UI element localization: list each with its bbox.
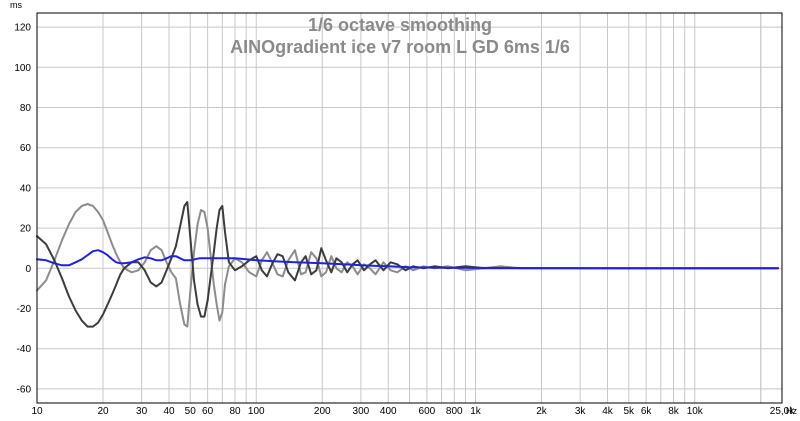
x-tick-label: 6k [641,406,653,417]
x-tick-label: 8k [668,406,680,417]
y-tick-label: 0 [25,264,31,275]
chart-title: 1/6 octave smoothing [308,15,492,35]
grid-vertical-lines [102,13,762,403]
x-tick-label: 30 [136,406,148,417]
series-line-3 [36,249,780,270]
x-tick-label: 100 [248,406,265,417]
y-tick-label: -40 [17,344,32,355]
x-tick-label: 20 [97,406,109,417]
x-tick-label: 80 [229,406,241,417]
x-tick-label: 4k [602,406,614,417]
series-layer [36,201,780,328]
y-axis-unit-label: ms [10,0,22,10]
x-axis-unit-label: Hz [786,406,797,416]
x-tick-label: 40 [163,406,175,417]
x-tick-label: 25,0k [770,406,795,417]
x-tick-label: 1k [470,406,482,417]
y-tick-label: 20 [20,224,32,235]
x-tick-label: 50 [185,406,197,417]
x-tick-label: 300 [353,406,370,417]
x-tick-label: 200 [314,406,331,417]
x-tick-label: 5k [623,406,635,417]
x-tick-label: 2k [536,406,548,417]
chart-subtitle: AINOgradient ice v7 room L GD 6ms 1/6 [230,37,570,57]
plot-frame [36,12,783,404]
y-tick-label: -20 [17,304,32,315]
y-tick-label: 40 [20,183,32,194]
y-tick-label: 60 [20,143,32,154]
x-tick-label: 60 [202,406,214,417]
x-tick-label: 10k [687,406,704,417]
x-tick-label: 3k [575,406,587,417]
y-tick-labels: -60 -40 -20 0 20 40 60 80 100 120 [14,23,31,396]
y-tick-label: 100 [14,63,31,74]
x-tick-label: 10 [31,406,43,417]
x-tick-labels: 10 20 30 40 50 60 80 100 200 300 400 600 800 1k 2k 3k 4k… [31,406,795,417]
x-tick-label: 800 [446,406,463,417]
y-tick-label: 120 [14,23,31,34]
y-tick-label: -60 [17,384,32,395]
x-tick-label: 600 [419,406,436,417]
x-tick-label: 400 [380,406,397,417]
y-tick-label: 80 [20,103,32,114]
